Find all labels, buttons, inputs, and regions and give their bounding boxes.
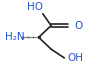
Text: HO: HO [27, 2, 43, 12]
Text: OH: OH [68, 53, 84, 63]
Text: O: O [74, 21, 82, 31]
Text: H₂N: H₂N [5, 32, 24, 42]
